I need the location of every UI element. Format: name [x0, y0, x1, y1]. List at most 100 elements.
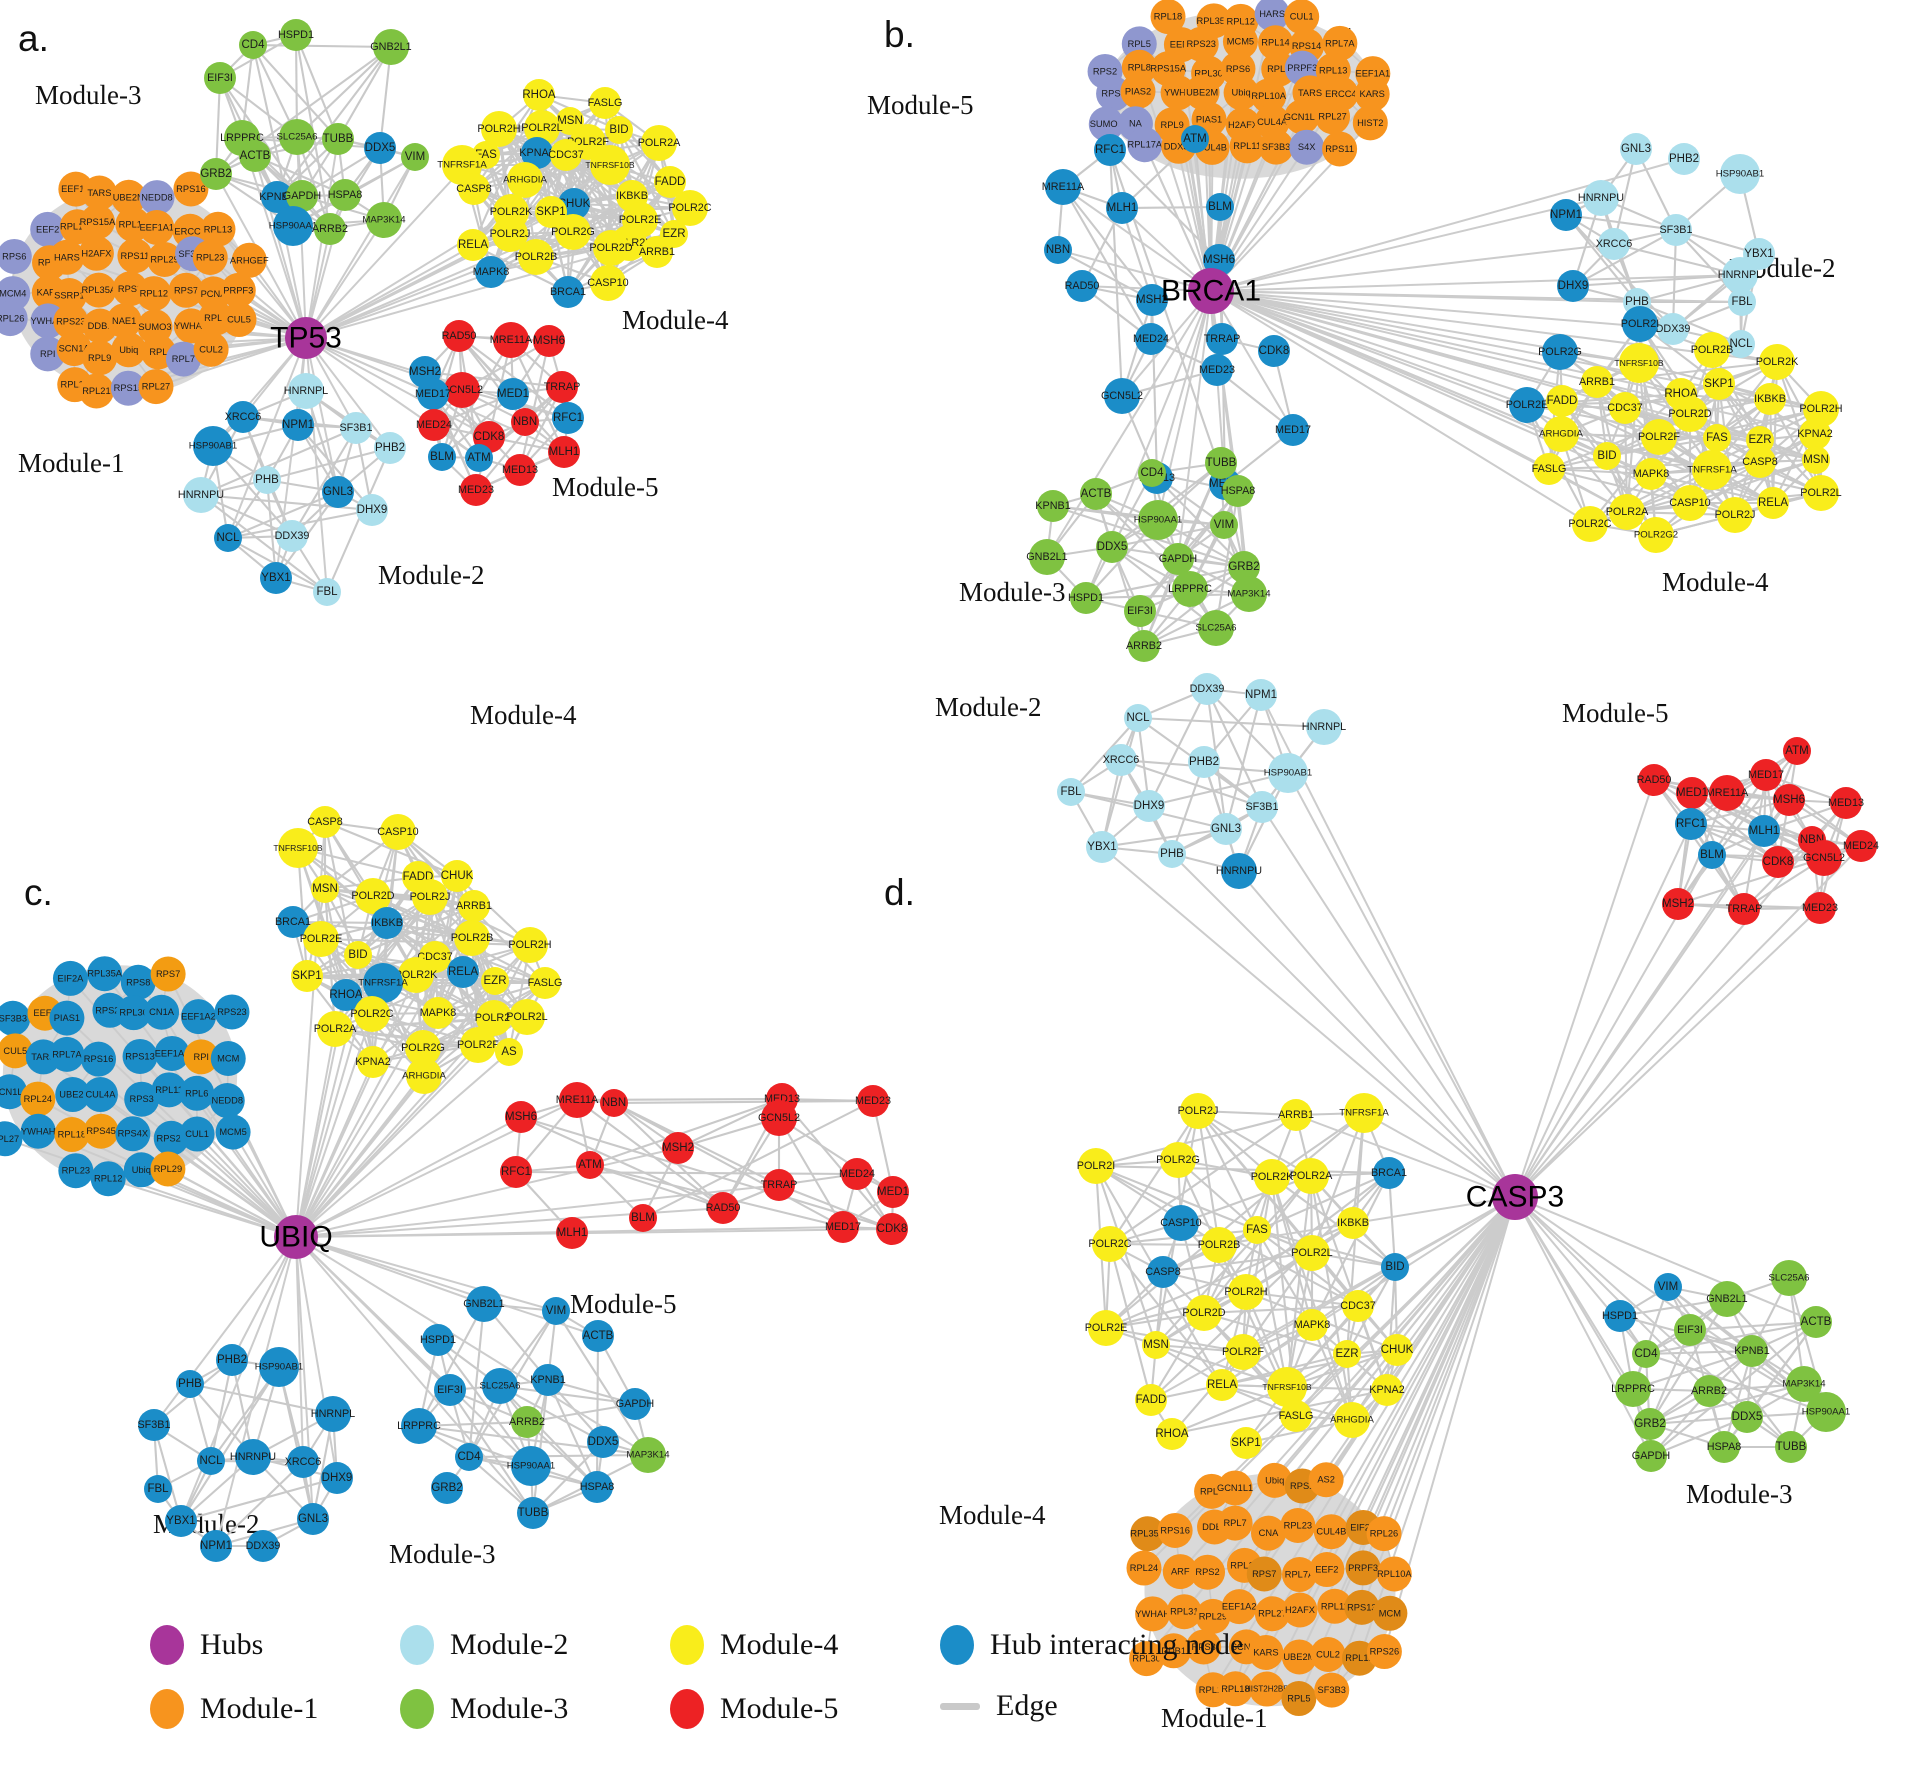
node-msh6[interactable]: MSH6	[505, 1101, 537, 1133]
node-rps16[interactable]: RPS16	[1157, 1512, 1193, 1548]
node-hspa8[interactable]: HSPA8	[1707, 1431, 1742, 1463]
node-fas[interactable]: FAS	[1703, 424, 1731, 452]
node-fas[interactable]: FAS	[1243, 1216, 1271, 1244]
node-med13[interactable]: MED13	[502, 454, 538, 486]
node-rpl21[interactable]: RPL21	[78, 373, 114, 409]
node-bid[interactable]: BID	[344, 941, 372, 969]
node-phb2[interactable]: PHB2	[1668, 143, 1700, 175]
node-mlh1[interactable]: MLH1	[556, 1217, 588, 1249]
node-ybx1[interactable]: YBX1	[165, 1505, 197, 1537]
node-rfc1[interactable]: RFC1	[1675, 808, 1707, 840]
node-rad50[interactable]: RAD50	[442, 320, 477, 352]
node-eef1a2[interactable]: EEF1A2	[1221, 1589, 1257, 1625]
node-med1[interactable]: MED1	[1676, 777, 1708, 809]
node-hsp90aa1[interactable]: HSP90AA1	[507, 1446, 556, 1486]
node-faslg[interactable]: FASLG	[588, 87, 623, 119]
node-trrap[interactable]: TRRAP	[1726, 893, 1763, 925]
node-rfc1[interactable]: RFC1	[500, 1156, 532, 1188]
node-rpl24[interactable]: RPL24	[1126, 1550, 1162, 1586]
node-rps26[interactable]: RPS26	[1366, 1634, 1402, 1670]
node-rpl26[interactable]: RPL26	[1366, 1516, 1402, 1552]
node-cul4a[interactable]: CUL4A	[82, 1077, 118, 1113]
node-ywhah[interactable]: YWHAH	[20, 1113, 56, 1149]
node-gcn5l2[interactable]: GCN5L2	[1101, 378, 1143, 414]
node-blm[interactable]: BLM	[428, 443, 456, 471]
hub-node-ubiq[interactable]: UBIQ	[259, 1215, 333, 1259]
hub-node-brca1[interactable]: BRCA1	[1161, 268, 1261, 314]
node-rps16[interactable]: RPS16	[81, 1041, 117, 1077]
node-as2[interactable]: AS2	[1308, 1462, 1344, 1498]
node-mcm[interactable]: MCM	[210, 1041, 246, 1077]
node-prpf3[interactable]: PRPF3	[1345, 1550, 1381, 1586]
node-tubb[interactable]: TUBB	[517, 1497, 549, 1529]
node-cdk8[interactable]: CDK8	[1762, 846, 1794, 878]
node-mcm[interactable]: MCM	[1372, 1595, 1408, 1631]
node-atm[interactable]: ATM	[576, 1151, 604, 1179]
node-skp1[interactable]: SKP1	[291, 960, 323, 992]
node-rpl12[interactable]: RPL12	[90, 1161, 126, 1197]
node-rps7[interactable]: RPS7	[1246, 1556, 1282, 1592]
node-grb2[interactable]: GRB2	[200, 158, 232, 190]
node-actb[interactable]: ACTB	[1080, 478, 1112, 510]
node-cd4[interactable]: CD4	[1632, 1340, 1660, 1368]
node-bid[interactable]: BID	[1381, 1253, 1409, 1281]
node-rpl23[interactable]: RPL23	[58, 1153, 94, 1189]
node-ybx1[interactable]: YBX1	[1086, 831, 1118, 863]
node-fbl[interactable]: FBL	[1057, 778, 1085, 806]
node-med24[interactable]: MED24	[839, 1158, 875, 1190]
node-kpnb1[interactable]: KPNB1	[1035, 490, 1071, 522]
node-tubb[interactable]: TUBB	[322, 123, 354, 155]
node-cn1a[interactable]: CN1A	[144, 994, 180, 1030]
node-dhx9[interactable]: DHX9	[1557, 270, 1589, 302]
node-cdk8[interactable]: CDK8	[1258, 335, 1290, 367]
node-rela[interactable]: RELA	[457, 229, 489, 261]
node-slc25a6[interactable]: SLC25A6	[1768, 1260, 1810, 1296]
node-hist2[interactable]: HIST2	[1352, 105, 1388, 141]
node-polr2h[interactable]: POLR2H	[508, 927, 552, 963]
node-rad50[interactable]: RAD50	[1065, 270, 1100, 302]
node-npm1[interactable]: NPM1	[1245, 679, 1277, 711]
node-msn[interactable]: MSN	[1802, 446, 1830, 474]
node-ikbkb[interactable]: IKBKB	[1337, 1207, 1369, 1239]
node-rps13[interactable]: RPS13	[122, 1038, 158, 1074]
node-sf3b3[interactable]: SF3B3	[1258, 129, 1294, 165]
node-cul2[interactable]: CUL2	[193, 331, 229, 367]
node-eef1a2[interactable]: EEF1A2	[180, 999, 216, 1035]
node-pias1[interactable]: PIAS1	[49, 1000, 85, 1036]
node-fbl[interactable]: FBL	[313, 578, 341, 606]
node-blm[interactable]: BLM	[629, 1204, 657, 1232]
node-polr2l[interactable]: POLR2L	[1800, 475, 1842, 511]
node-eef1a1[interactable]: EEF1A1	[139, 210, 175, 246]
node-hnrnpu[interactable]: HNRNPU	[230, 1439, 276, 1475]
node-pias2[interactable]: PIAS2	[1120, 73, 1156, 109]
node-gnl3[interactable]: GNL3	[297, 1503, 329, 1535]
node-phb[interactable]: PHB	[1158, 840, 1186, 868]
node-rpl29[interactable]: RPL29	[150, 1151, 186, 1187]
node-ddx5[interactable]: DDX5	[587, 1426, 619, 1458]
node-phb2[interactable]: PHB2	[1188, 746, 1220, 778]
node-msh6[interactable]: MSH6	[533, 325, 565, 357]
node-fbl[interactable]: FBL	[1728, 288, 1756, 316]
node-cul2[interactable]: CUL2	[1310, 1636, 1346, 1672]
node-phb[interactable]: PHB	[253, 466, 281, 494]
node-polr2i[interactable]: POLR2I	[1621, 306, 1659, 342]
node-skp1[interactable]: SKP1	[1230, 1427, 1262, 1459]
node-hsp90ab1[interactable]: HSP90AB1	[1264, 753, 1313, 793]
node-rps23[interactable]: RPS23	[214, 994, 250, 1030]
node-fbl[interactable]: FBL	[144, 1475, 172, 1503]
node-phb2[interactable]: PHB2	[216, 1344, 248, 1376]
node-rps23[interactable]: RPS23	[1183, 26, 1219, 62]
node-bid[interactable]: BID	[1593, 442, 1621, 470]
node-rpl12[interactable]: RPL12	[136, 276, 172, 312]
node-ncl[interactable]: NCL	[1727, 330, 1755, 358]
node-ezr[interactable]: EZR	[481, 967, 509, 995]
node-ezr[interactable]: EZR	[1333, 1340, 1361, 1368]
node-gnl3[interactable]: GNL3	[322, 476, 354, 508]
node-eif3i[interactable]: EIF3I	[1124, 595, 1156, 627]
hub-node-tp53[interactable]: TP53	[270, 317, 342, 359]
node-grb2[interactable]: GRB2	[1634, 1408, 1666, 1440]
node-hnrnpl[interactable]: HNRNPL	[1302, 709, 1346, 745]
node-xrcc6[interactable]: XRCC6	[1103, 744, 1140, 776]
node-med1[interactable]: MED1	[877, 1176, 909, 1208]
node-phb2[interactable]: PHB2	[374, 432, 406, 464]
